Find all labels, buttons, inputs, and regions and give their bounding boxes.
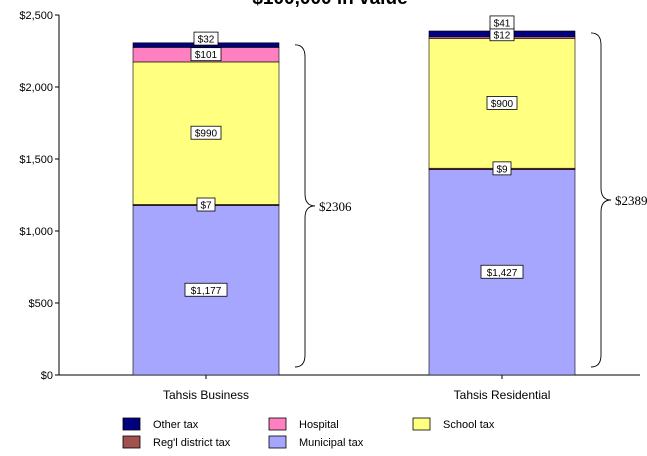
y-tick-label: $1,000	[19, 226, 53, 238]
legend-label: Reg'l district tax	[153, 437, 231, 449]
data-label: $1,177	[184, 282, 228, 297]
legend-label: School tax	[443, 419, 495, 431]
data-label-text: $7	[200, 201, 212, 212]
legend-item: Reg'l district tax	[122, 435, 231, 449]
data-label: $9	[492, 161, 512, 176]
legend: Other tax Hospital School tax Reg'l distric…	[122, 417, 495, 449]
y-axis-ticks: $0 $500 $1,000 $1,500 $2,000 $2,500	[19, 10, 59, 382]
legend-item: School tax	[412, 417, 495, 431]
data-label: $12	[489, 27, 515, 41]
legend-swatch	[122, 435, 141, 449]
data-label: $7	[196, 197, 216, 212]
data-label-box	[492, 161, 512, 176]
data-label: $1,427	[480, 264, 524, 279]
data-label-text: $101	[195, 50, 218, 61]
data-label-box	[486, 96, 518, 110]
data-label-box	[184, 282, 228, 297]
total-brace	[590, 32, 612, 368]
legend-swatch	[268, 417, 287, 431]
y-tick-label: $2,000	[19, 82, 53, 94]
data-label-text: $12	[494, 30, 511, 41]
data-label: $990	[190, 125, 222, 140]
category-label: Tahsis Residential	[454, 388, 551, 402]
legend-item: Hospital	[268, 417, 339, 431]
data-label-text: $1,177	[191, 286, 222, 297]
data-label-text: $32	[198, 35, 215, 46]
data-label-text: $900	[491, 99, 514, 110]
data-label-text: $41	[494, 18, 511, 29]
category-label: Tahsis Business	[163, 388, 249, 402]
data-label-box	[190, 47, 222, 62]
total-braces: $2306 $2389	[294, 32, 647, 368]
data-label-box	[480, 264, 524, 279]
legend-item: Municipal tax	[268, 435, 364, 449]
y-tick-label: $2,500	[19, 10, 53, 22]
data-label-box	[196, 197, 216, 212]
legend-swatch	[122, 417, 141, 431]
legend-swatch	[268, 435, 287, 449]
data-label-text: $9	[496, 164, 508, 175]
legend-label: Municipal tax	[299, 437, 364, 449]
y-tick-label: $0	[41, 370, 53, 382]
total-label: $2306	[319, 199, 352, 214]
data-label-text: $990	[195, 129, 218, 140]
legend-label: Hospital	[299, 419, 339, 431]
category-labels: Tahsis Business Tahsis Residential	[163, 375, 550, 402]
data-label: $41	[489, 15, 515, 30]
data-label-box	[489, 15, 515, 30]
data-label-text: $1,427	[487, 268, 518, 279]
y-tick-label: $1,500	[19, 154, 53, 166]
legend-swatch	[412, 417, 431, 431]
y-tick-label: $500	[29, 298, 53, 310]
legend-item: Other tax	[122, 417, 199, 431]
data-label: $32	[193, 31, 219, 46]
data-label-box	[193, 31, 219, 46]
total-label: $2389	[615, 193, 647, 208]
legend-label: Other tax	[153, 419, 199, 431]
data-labels: $1,177 $7 $990 $101 $32 $1,427 $9 $900 $12$41	[184, 15, 524, 297]
data-label: $900	[486, 96, 518, 110]
data-label: $101	[190, 47, 222, 62]
data-label-box	[190, 125, 222, 140]
chart-title: $100,000 in value	[252, 0, 407, 9]
total-brace	[294, 44, 316, 368]
